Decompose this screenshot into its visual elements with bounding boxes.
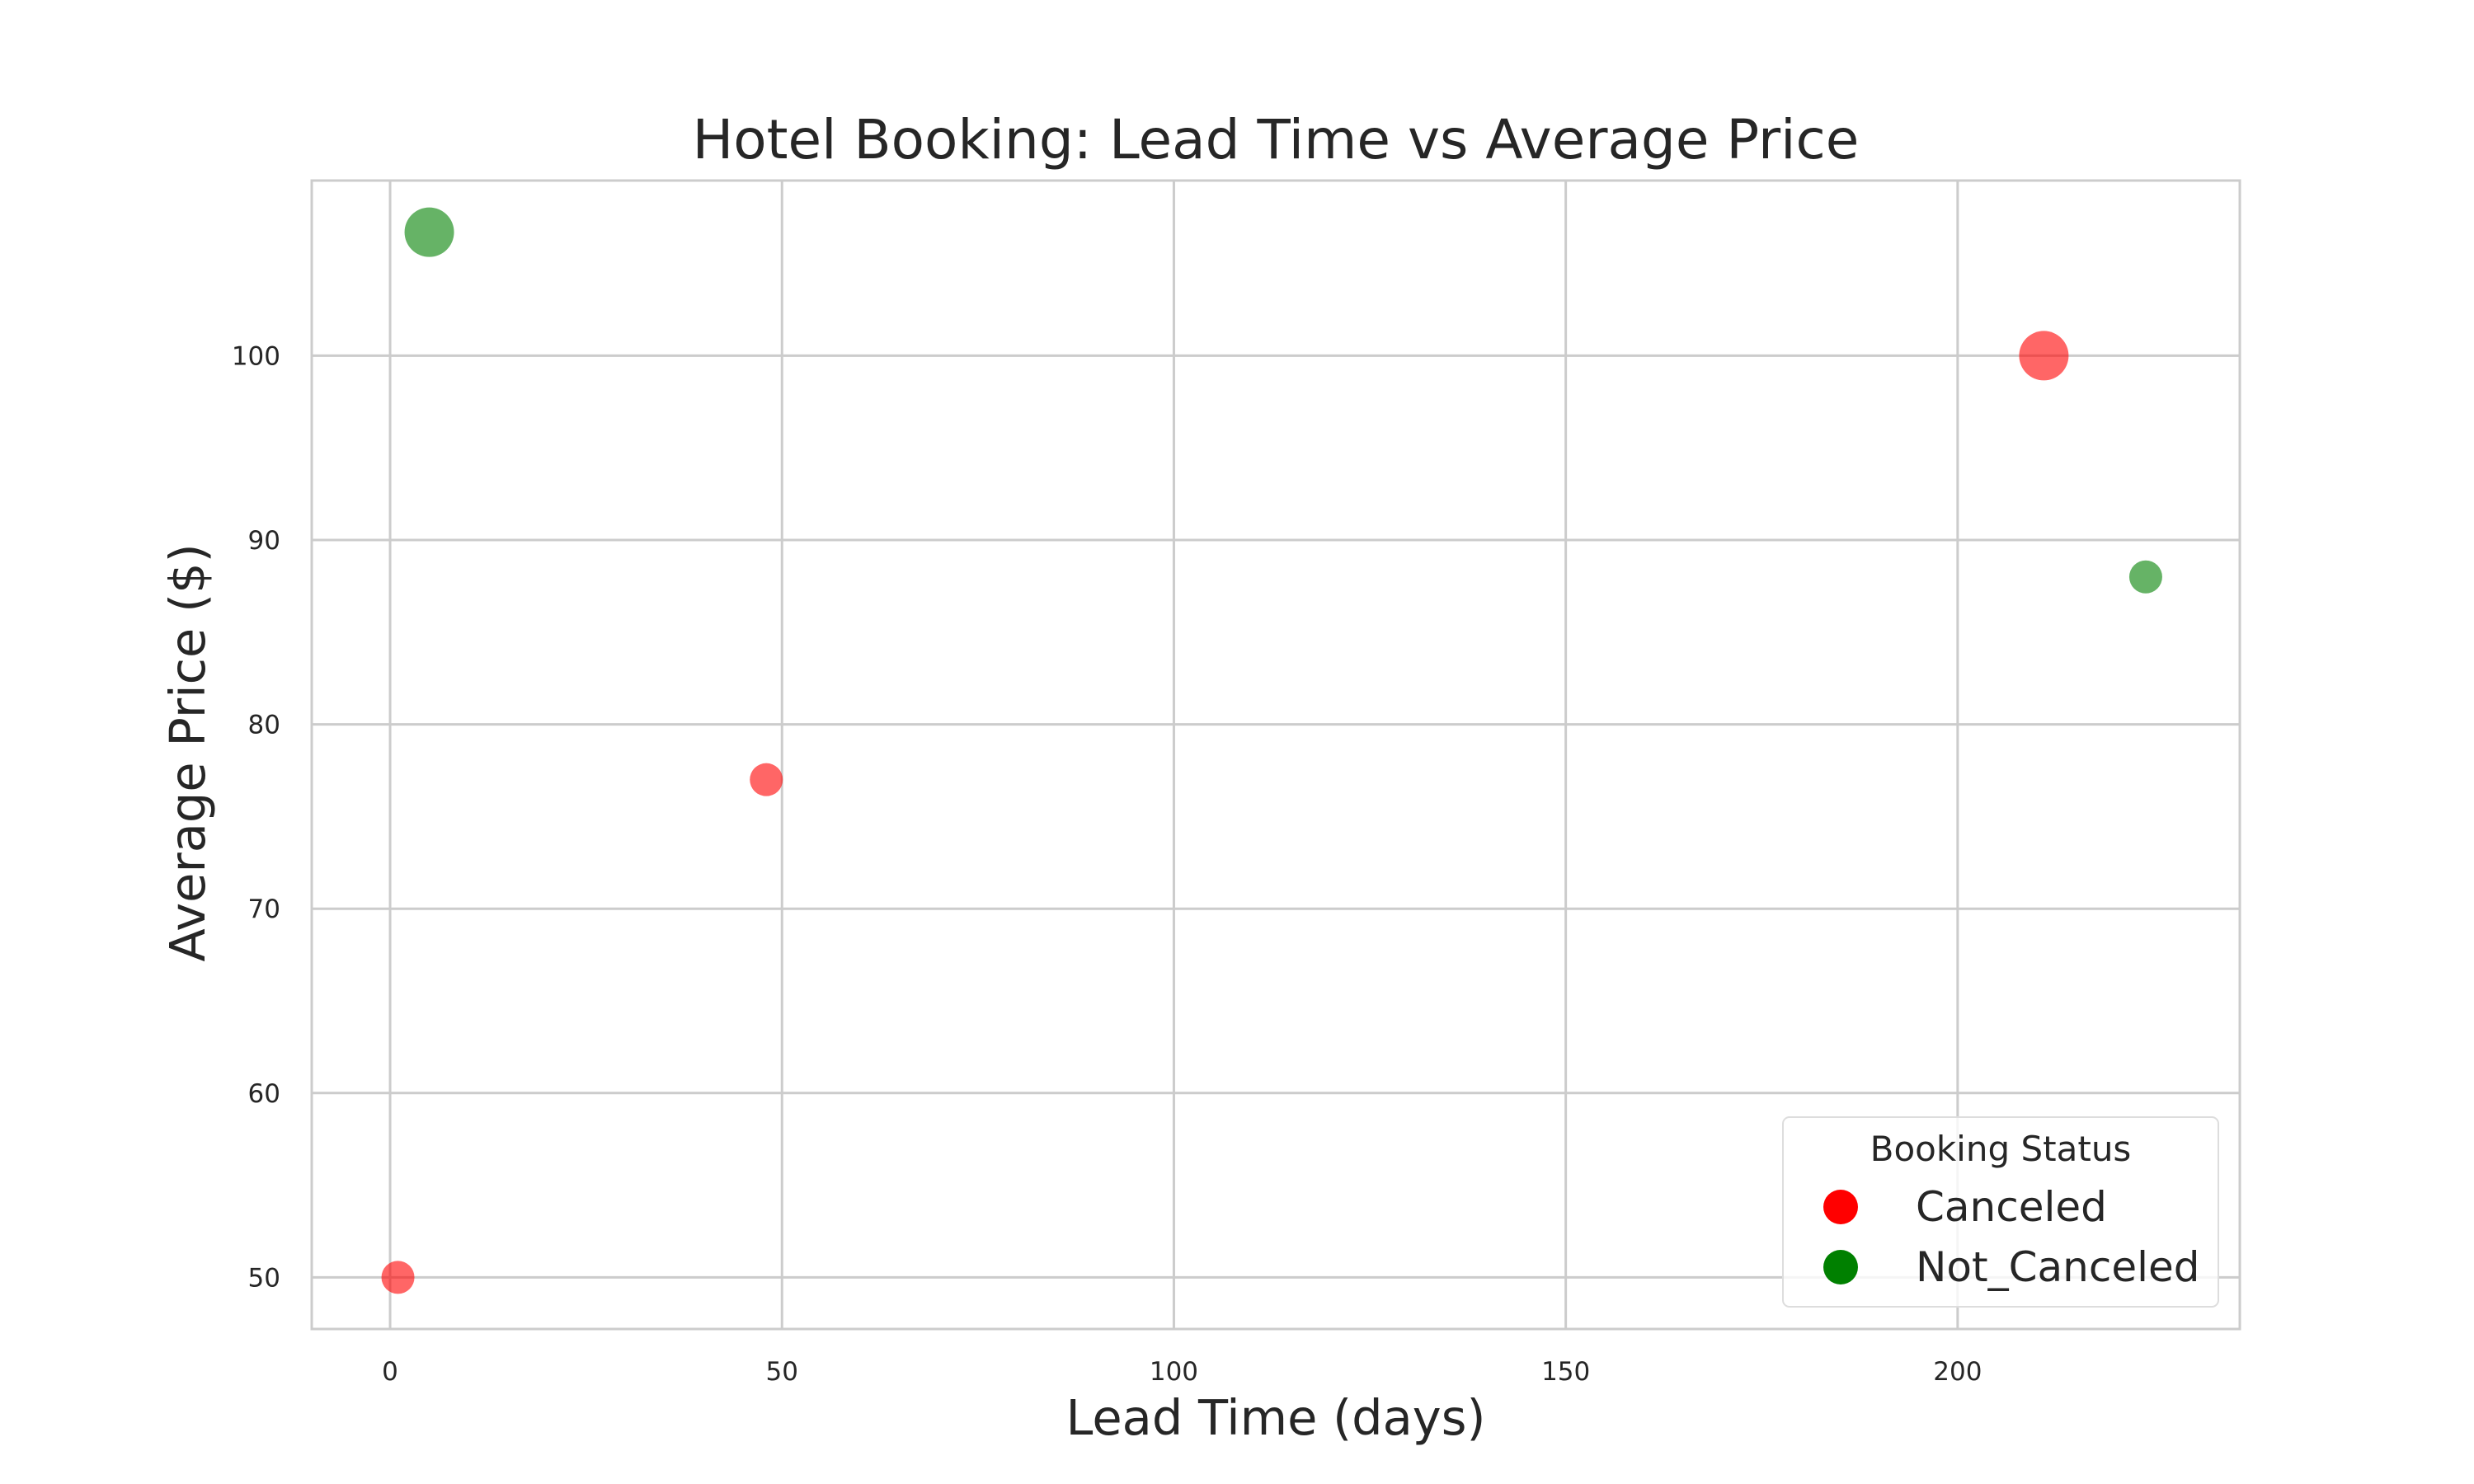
legend-label-canceled: Canceled bbox=[1916, 1183, 2107, 1231]
y-tick-label: 80 bbox=[248, 711, 280, 740]
data-points bbox=[381, 207, 2162, 1294]
legend-box bbox=[1782, 1116, 2219, 1308]
legend-label-not-canceled: Not_Canceled bbox=[1916, 1243, 2199, 1291]
chart-title: Hotel Booking: Lead Time vs Average Pric… bbox=[693, 108, 1860, 171]
y-tick-label: 50 bbox=[248, 1263, 280, 1293]
data-point bbox=[381, 1261, 415, 1294]
data-point bbox=[2128, 560, 2162, 594]
x-tick-label: 100 bbox=[1150, 1357, 1198, 1387]
data-point bbox=[404, 207, 454, 257]
data-point bbox=[2019, 331, 2069, 381]
legend: Booking Status Canceled Not_Canceled bbox=[1782, 1116, 2219, 1308]
x-axis-ticks: 0 50 100 150 200 bbox=[382, 1357, 1982, 1387]
legend-title: Booking Status bbox=[1870, 1129, 2132, 1169]
y-tick-label: 90 bbox=[248, 526, 280, 556]
grid bbox=[312, 181, 2240, 1329]
data-point bbox=[750, 763, 783, 796]
y-tick-label: 60 bbox=[248, 1079, 280, 1109]
x-tick-label: 200 bbox=[1933, 1357, 1982, 1387]
x-axis-label: Lead Time (days) bbox=[1066, 1389, 1486, 1446]
x-tick-label: 50 bbox=[766, 1357, 798, 1387]
x-tick-label: 0 bbox=[382, 1357, 398, 1387]
y-tick-label: 100 bbox=[232, 341, 280, 371]
legend-marker-canceled bbox=[1823, 1190, 1858, 1224]
legend-marker-not-canceled bbox=[1823, 1250, 1858, 1284]
y-axis-label: Average Price ($) bbox=[159, 543, 216, 961]
y-tick-label: 70 bbox=[248, 895, 280, 924]
plot-frame bbox=[310, 179, 2241, 1331]
x-tick-label: 150 bbox=[1541, 1357, 1590, 1387]
y-axis-ticks: 50 60 70 80 90 100 bbox=[232, 341, 280, 1293]
